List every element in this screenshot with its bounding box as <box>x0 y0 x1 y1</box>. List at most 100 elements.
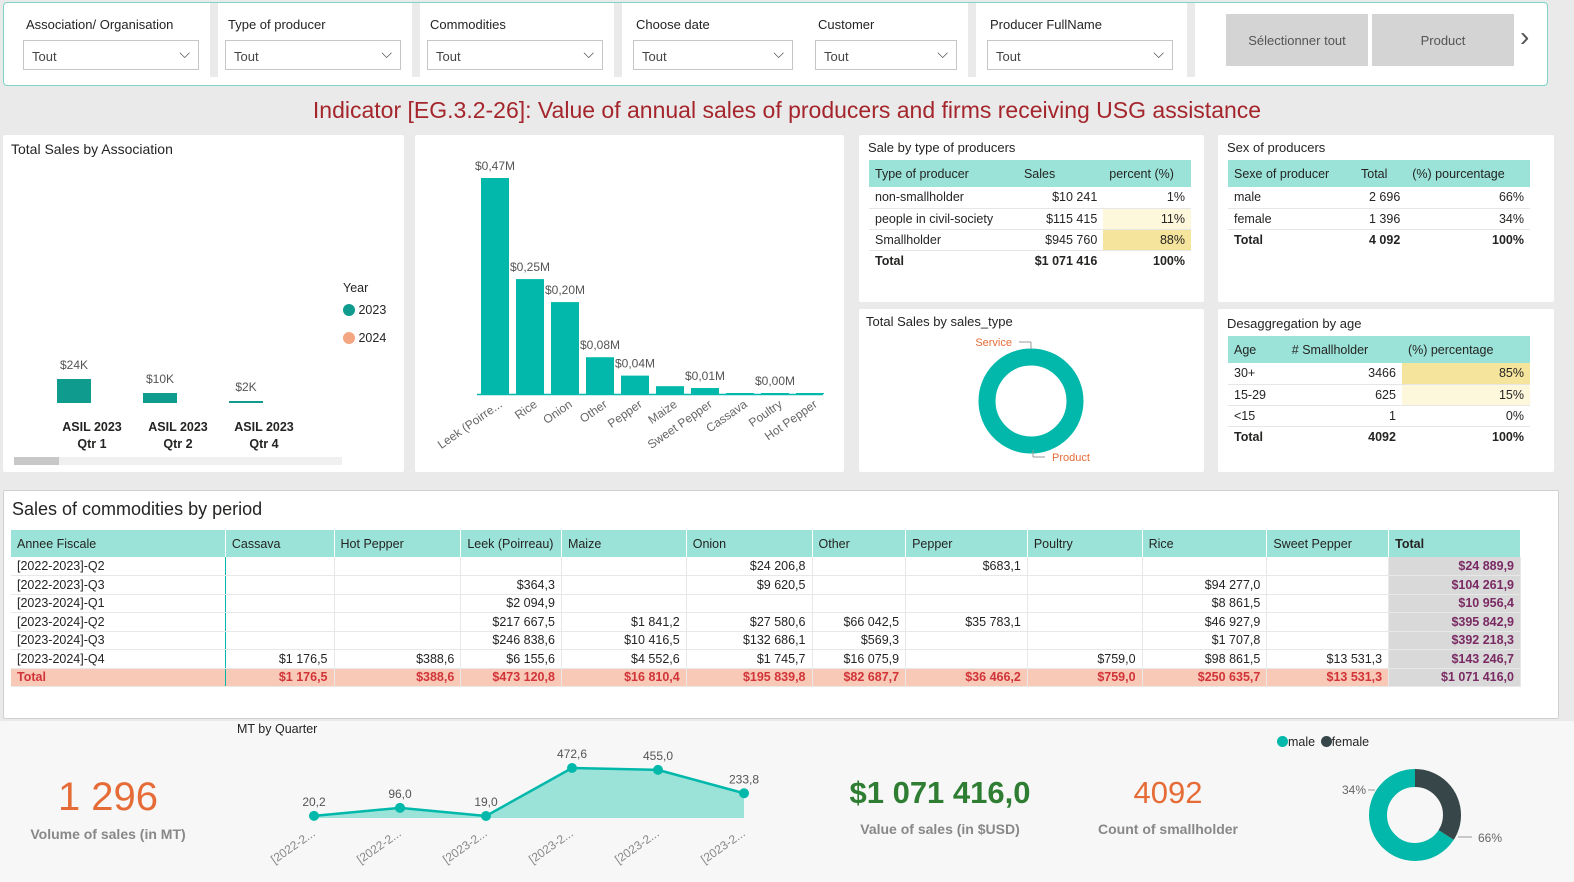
table-row[interactable]: people in civil-society $115 415 11% <box>869 208 1191 230</box>
slicer-dropdown[interactable]: Tout ⌵ <box>633 40 793 70</box>
slicer-association[interactable]: Association/ Organisation Tout ⌵ <box>18 7 204 75</box>
commodity-chart-card: $0,47M Leek (Poirre... $0,25M Rice $0,20M Oni… <box>415 135 844 472</box>
slicer-dropdown[interactable]: Tout ⌵ <box>225 40 401 70</box>
assoc-bar[interactable] <box>57 379 91 403</box>
matrix-cell <box>225 594 335 613</box>
table-row[interactable]: male 2 696 66% <box>1228 187 1530 209</box>
mt-point[interactable] <box>395 802 405 813</box>
matrix-column-header[interactable]: Other <box>812 530 907 557</box>
chevron-right-icon[interactable]: › <box>1520 21 1530 52</box>
commodity-bar[interactable] <box>481 178 509 394</box>
matrix-column-header[interactable]: Maize <box>561 530 687 557</box>
column-header[interactable]: Sales <box>1017 160 1104 187</box>
legend-item-male[interactable]: male <box>1288 735 1316 749</box>
matrix-column-header[interactable]: Cassava <box>225 530 335 557</box>
table-cell: 11% <box>1103 208 1191 230</box>
matrix-column-header[interactable]: Hot Pepper <box>334 530 462 557</box>
assoc-bar[interactable] <box>229 401 263 403</box>
matrix-cell: $16 075,9 <box>812 649 907 669</box>
matrix-row[interactable]: [2022-2023]-Q2 $24 206,8 $683,1 $24 889,9 <box>11 557 1521 576</box>
commodity-bar[interactable] <box>726 393 754 394</box>
matrix-cell: $9 620,5 <box>686 575 813 595</box>
column-header[interactable]: Total <box>1355 160 1407 187</box>
commodity-category-label: Leek (Poirre... <box>435 397 505 452</box>
commodity-category-label: Pepper <box>605 397 645 431</box>
chevron-down-icon: ⌵ <box>381 45 392 61</box>
matrix-row[interactable]: [2023-2024]-Q1 $2 094,9 $8 861,5 $10 956,4 <box>11 594 1521 613</box>
mt-point[interactable] <box>739 788 749 799</box>
matrix-column-header[interactable]: Sweet Pepper <box>1266 530 1390 557</box>
slicer-producer-fullname[interactable]: Producer FullName Tout ⌵ <box>982 7 1178 75</box>
legend-item-2023[interactable]: 2023 <box>343 303 386 317</box>
matrix-column-header[interactable]: Annee Fiscale <box>11 530 226 557</box>
sales-type-title: Total Sales by sales_type <box>866 314 1013 329</box>
commodity-bar[interactable] <box>761 393 789 394</box>
slicer-dropdown[interactable]: Tout ⌵ <box>427 40 603 70</box>
matrix-cell <box>905 594 1028 613</box>
label-product: Product <box>1052 452 1090 464</box>
matrix-column-header[interactable]: Poultry <box>1027 530 1143 557</box>
commodity-bar[interactable] <box>621 375 649 394</box>
matrix-row[interactable]: [2023-2024]-Q3 $246 838,6 $10 416,5 $132 68… <box>11 631 1521 650</box>
commodity-bar-data-label: $0,47M <box>475 159 515 173</box>
commodities-by-period-matrix: Annee Fiscale Cassava Hot Pepper Leek (Poir… <box>11 530 1521 687</box>
legend-item-female[interactable]: female <box>1331 735 1370 749</box>
column-header[interactable]: Sexe of producer <box>1228 160 1355 187</box>
table-row[interactable]: female 1 396 34% <box>1228 208 1530 230</box>
matrix-row[interactable]: [2023-2024]-Q4 $1 176,5 $388,6 $6 155,6 $4 5… <box>11 649 1521 669</box>
donut-slice-product[interactable] <box>978 348 1084 454</box>
mt-point[interactable] <box>481 810 491 821</box>
column-header[interactable]: (%) percentage <box>1401 336 1530 363</box>
chevron-down-icon: ⌵ <box>583 45 594 61</box>
table-cell: 85% <box>1401 363 1530 385</box>
commodity-bar[interactable] <box>516 279 544 394</box>
table-row[interactable]: Smallholder $945 760 88% <box>869 229 1191 251</box>
commodity-bar[interactable] <box>691 388 719 394</box>
mt-point[interactable] <box>653 764 663 775</box>
product-button[interactable]: Product <box>1372 14 1514 66</box>
matrix-row[interactable]: [2023-2024]-Q2 $217 667,5 $1 841,2 $27 580,… <box>11 612 1521 632</box>
matrix-column-header[interactable]: Onion <box>686 530 813 557</box>
column-header[interactable]: percent (%) <box>1103 160 1191 187</box>
matrix-column-header[interactable]: Pepper <box>905 530 1028 557</box>
column-header[interactable]: # Smallholder <box>1285 336 1402 363</box>
select-all-button[interactable]: Sélectionner tout <box>1226 14 1368 66</box>
female-pct-label: 34% <box>1342 783 1366 797</box>
table-row[interactable]: non-smallholder $10 241 1% <box>869 187 1191 209</box>
matrix-column-header[interactable]: Total <box>1388 530 1521 557</box>
kpi-value-label: Value of sales (in $USD) <box>860 821 1020 837</box>
slicer-dropdown[interactable]: Tout ⌵ <box>987 40 1173 70</box>
legend-title: Year <box>343 281 369 295</box>
horizontal-scrollbar[interactable] <box>14 457 342 465</box>
matrix-column-header[interactable]: Rice <box>1142 530 1268 557</box>
table-row[interactable]: 15-29 625 15% <box>1228 384 1530 406</box>
column-header[interactable]: Age <box>1228 336 1286 363</box>
slicer-dropdown[interactable]: Tout ⌵ <box>815 40 957 70</box>
slicer-type-of-producer[interactable]: Type of producer Tout ⌵ <box>220 7 406 75</box>
matrix-row[interactable]: [2022-2023]-Q3 $364,3 $9 620,5 $94 277,0 $10… <box>11 575 1521 595</box>
mt-point[interactable] <box>309 810 319 821</box>
assoc-bar-data-label: $10K <box>146 372 174 386</box>
slicer-choose-date[interactable]: Choose date Tout ⌵ <box>628 7 798 75</box>
matrix-column-header[interactable]: Leek (Poirreau) <box>460 530 562 557</box>
column-header[interactable]: Type of producer <box>869 160 1018 187</box>
slicer-commodities[interactable]: Commodities Tout ⌵ <box>422 7 608 75</box>
matrix-cell: $392 218,3 <box>1388 631 1521 650</box>
matrix-cell: $1 745,7 <box>686 649 813 669</box>
table-row[interactable]: <15 1 0% <box>1228 405 1530 427</box>
matrix-cell <box>1027 631 1143 650</box>
commodity-bar[interactable] <box>656 386 684 394</box>
slicer-customer[interactable]: Customer Tout ⌵ <box>810 7 962 75</box>
column-header[interactable]: (%) pourcentage <box>1406 160 1530 187</box>
legend-item-2024[interactable]: 2024 <box>343 331 386 345</box>
assoc-bar[interactable] <box>143 393 177 403</box>
mt-point[interactable] <box>567 763 577 773</box>
scrollbar-thumb[interactable] <box>14 457 59 465</box>
matrix-total-row[interactable]: Total $1 176,5 $388,6 $473 120,8 $16 810,4 $1… <box>11 668 1521 687</box>
commodity-bar[interactable] <box>796 393 824 394</box>
donut-slice-female[interactable] <box>1369 769 1461 861</box>
table-row[interactable]: 30+ 3466 85% <box>1228 363 1530 385</box>
commodity-bar[interactable] <box>551 302 579 394</box>
slicer-dropdown[interactable]: Tout ⌵ <box>23 40 199 70</box>
commodity-bar[interactable] <box>586 357 614 394</box>
